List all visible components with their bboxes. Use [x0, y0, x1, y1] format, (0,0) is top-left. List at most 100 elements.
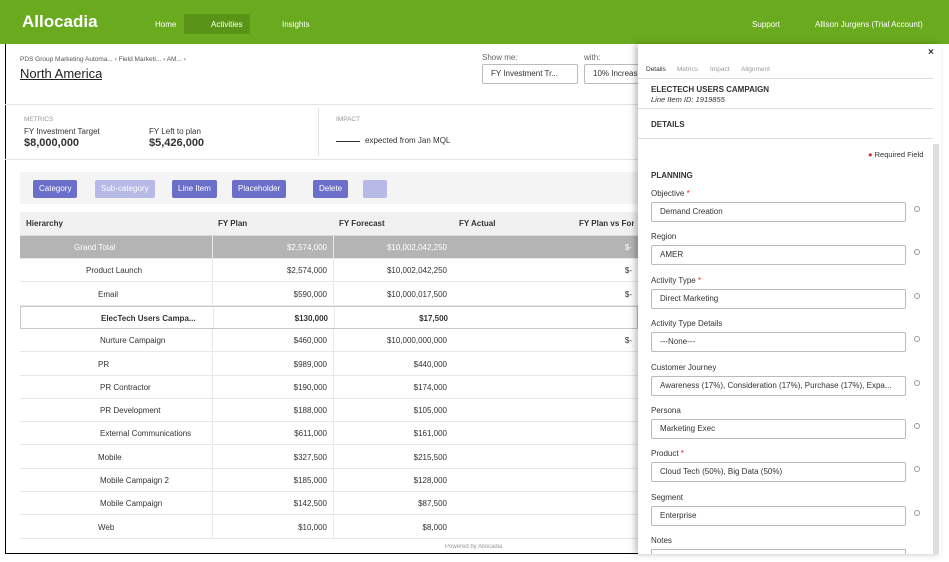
row-name[interactable]: Web [98, 522, 115, 532]
field-textarea[interactable] [651, 549, 906, 554]
nav-activities[interactable]: Activities [211, 20, 243, 29]
field-gear[interactable] [914, 206, 920, 212]
table-row[interactable]: Mobile Campaign 2 $185,000 $128,000 [20, 469, 638, 492]
value-cell: $10,002,042,250 [333, 236, 447, 258]
brand[interactable]: Allocadia [22, 12, 98, 31]
column-header[interactable]: FY Plan [218, 219, 248, 228]
table-row[interactable]: PR Development $188,000 $105,000 [20, 399, 638, 423]
metrics-bar [5, 104, 638, 160]
field-select[interactable]: AMER [651, 245, 906, 266]
column-header[interactable]: FY Actual [459, 219, 496, 228]
placeholder-button[interactable]: Placeholder [232, 180, 287, 198]
field-select[interactable]: Direct Marketing [651, 288, 906, 309]
details-label: DETAILS [651, 120, 685, 129]
page-title[interactable]: North America [20, 66, 103, 81]
rule [638, 138, 933, 139]
required-mark: * [684, 189, 690, 198]
row-name[interactable]: Product Launch [86, 266, 143, 276]
field-gear[interactable] [914, 379, 920, 386]
row-name[interactable]: Nurture Campaign [100, 336, 166, 346]
rule [638, 108, 933, 109]
scrollbar[interactable] [933, 144, 939, 554]
value-cell: $190,000 [212, 375, 327, 398]
row-name[interactable]: PR Development [100, 406, 161, 416]
variance-cell: $- [624, 289, 632, 299]
row-name[interactable]: Mobile Campaign 2 [100, 476, 169, 485]
row-name[interactable]: Mobile [98, 452, 122, 462]
field-label: Objective * [651, 189, 690, 198]
row-name[interactable]: Email [98, 289, 119, 299]
value-cell: $17,500 [334, 306, 448, 328]
table-row[interactable]: Grand Total $2,574,000 $10,002,042,250 $- [20, 236, 638, 259]
table-row[interactable]: Nurture Campaign $460,000 $10,000,000,000 $… [20, 329, 638, 353]
field-select[interactable]: Awareness (17%), Consideration (17%), Pu… [651, 375, 906, 396]
undo-button[interactable] [363, 180, 387, 198]
row-name[interactable]: PR Contractor [100, 382, 151, 392]
value-cell: $174,000 [333, 375, 447, 398]
row-name[interactable]: Mobile Campaign [100, 499, 163, 509]
variance-cell [574, 307, 633, 328]
table-row[interactable]: Email $590,000 $10,000,017,500 $- [20, 282, 638, 306]
value-cell: $327,500 [212, 445, 327, 468]
metric-value: $5,426,000 [149, 137, 205, 149]
tab-details[interactable]: Details [646, 66, 666, 73]
nav-support[interactable]: Support [752, 20, 781, 29]
nav-user[interactable]: Allison Jurgens (Trial Account) [815, 20, 923, 29]
required-mark: * [695, 275, 702, 285]
nav-insights[interactable]: Insights [282, 20, 310, 29]
close[interactable]: × [928, 47, 934, 58]
delete-button[interactable]: Delete [313, 180, 349, 198]
impact-line [336, 141, 360, 142]
tab-metrics[interactable]: Metrics [677, 66, 698, 73]
row-name[interactable]: Grand Total [74, 243, 116, 252]
field-gear[interactable] [914, 423, 920, 429]
field-gear[interactable] [914, 249, 920, 256]
field-select[interactable]: Marketing Exec [651, 419, 906, 439]
variance-cell [573, 492, 632, 514]
grid: Hierarchy FY Plan FY Forecast FY Actual FY P… [20, 212, 638, 540]
variance-cell [573, 469, 632, 491]
table-row[interactable]: Web $10,000 $8,000 [20, 515, 638, 539]
column-header[interactable]: FY Forecast [339, 219, 385, 228]
table-row[interactable]: PR Contractor $190,000 $174,000 [20, 375, 638, 399]
crumb[interactable]: PDS Group Marketing Automa... [20, 56, 113, 63]
field-select[interactable]: ---None--- [651, 332, 906, 353]
value-cell: $8,000 [333, 515, 447, 538]
value-cell: $2,574,000 [212, 236, 327, 258]
field-select[interactable]: Enterprise [651, 505, 906, 526]
subcategory-button[interactable]: Sub-category [95, 180, 155, 198]
show-me-select[interactable]: FY Investment Tr... [482, 64, 578, 84]
tab-alignment[interactable]: Alignment [741, 66, 770, 73]
table-row[interactable]: Mobile $327,500 $215,500 [20, 445, 638, 469]
table-row[interactable]: Mobile Campaign $142,500 $87,500 [20, 492, 638, 516]
field-select[interactable]: Demand Creation [651, 202, 906, 222]
field-gear[interactable] [914, 466, 920, 473]
table-row[interactable]: External Communications $611,000 $161,000 [20, 422, 638, 446]
row-name[interactable]: PR [98, 359, 110, 369]
column-header[interactable]: FY Plan vs Fore [579, 219, 634, 228]
value-cell: $215,500 [333, 445, 447, 468]
tab-impact[interactable]: Impact [710, 66, 730, 73]
value-cell: $2,574,000 [212, 259, 327, 282]
table-row[interactable]: Product Launch $2,574,000 $10,002,042,250 $… [20, 259, 638, 283]
value-cell: $87,500 [333, 492, 447, 515]
with-select[interactable]: 10% Increas [584, 64, 644, 84]
table-row[interactable]: PR $989,000 $440,000 [20, 352, 638, 376]
nav-home[interactable]: Home [155, 20, 177, 29]
variance-cell [573, 353, 632, 375]
table-row[interactable]: ElecTech Users Campa... $130,000 $17,500 [20, 305, 638, 329]
field-gear[interactable] [914, 292, 920, 299]
category-button[interactable]: Category [33, 180, 78, 198]
field-label: Region [651, 232, 677, 242]
row-name[interactable]: ElecTech Users Campa... [101, 313, 196, 323]
field-select[interactable]: Cloud Tech (50%), Big Data (50%) [651, 462, 906, 483]
row-name[interactable]: External Communications [100, 429, 192, 439]
field-gear[interactable] [914, 336, 920, 343]
field-gear[interactable] [914, 509, 920, 516]
field-label: Notes [651, 536, 672, 546]
crumb[interactable]: Field Marketi... [118, 56, 162, 63]
column-header[interactable]: Hierarchy [26, 219, 63, 228]
details-panel: Details Metrics Impact Alignment × ELECT… [638, 44, 941, 554]
crumb[interactable]: AM... [166, 56, 182, 63]
line-item-button[interactable]: Line Item [172, 180, 217, 198]
